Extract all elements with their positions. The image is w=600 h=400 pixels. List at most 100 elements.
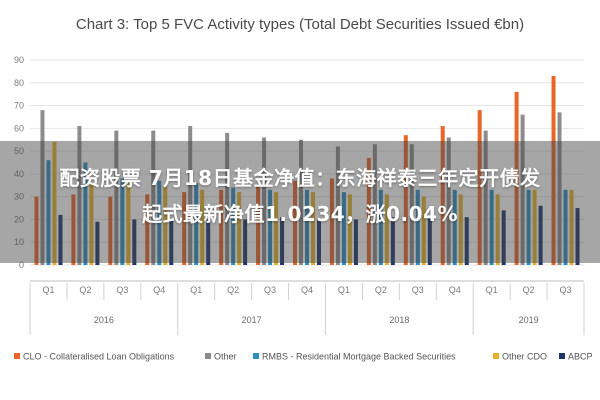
- bar-other: [446, 137, 451, 265]
- x-tick-label: Q4: [301, 285, 313, 295]
- bar-clo: [145, 194, 150, 265]
- bar-other: [409, 144, 414, 265]
- bar-abcp: [169, 219, 174, 265]
- legend-swatch: [559, 353, 565, 359]
- x-tick-label: Q2: [523, 285, 535, 295]
- x-tick-label: Q1: [42, 285, 54, 295]
- bar-clo: [514, 91, 519, 265]
- y-tick-label: 10: [14, 237, 24, 247]
- bar-abcp: [427, 217, 432, 265]
- bar-other: [532, 189, 537, 265]
- bar-other: [274, 192, 279, 265]
- bar-other: [421, 196, 426, 265]
- y-tick-label: 70: [14, 101, 24, 111]
- bar-rmbs: [157, 180, 162, 265]
- bar-rmbs: [46, 160, 51, 265]
- legend-swatch: [253, 353, 259, 359]
- x-tick-label: Q1: [190, 285, 202, 295]
- legend-swatch: [205, 353, 211, 359]
- bar-other: [335, 146, 340, 265]
- bar-clo: [34, 196, 39, 265]
- chart-title: Chart 3: Top 5 FVC Activity types (Total…: [76, 16, 524, 33]
- bar-clo: [219, 189, 224, 265]
- bar-clo: [293, 180, 297, 265]
- bar-abcp: [575, 208, 580, 265]
- bar-other: [372, 144, 377, 265]
- x-tick-label: Q2: [227, 285, 239, 295]
- bar-other: [126, 183, 131, 265]
- bar-other: [569, 189, 574, 265]
- bar-clo: [256, 185, 261, 265]
- bar-other: [52, 142, 57, 265]
- legend-label: Other: [214, 352, 237, 362]
- bar-other: [163, 185, 168, 265]
- bar-other: [384, 194, 389, 265]
- bar-clo: [329, 178, 334, 265]
- bar-abcp: [317, 219, 321, 265]
- bar-rmbs: [194, 183, 199, 265]
- y-tick-label: 50: [14, 146, 24, 156]
- bar-other: [299, 139, 303, 265]
- bar-rmbs: [268, 189, 273, 265]
- y-tick-label: 20: [14, 214, 24, 224]
- bar-rmbs: [231, 187, 236, 265]
- year-label: 2017: [242, 315, 262, 325]
- bar-other: [483, 130, 488, 265]
- bar-clo: [440, 126, 445, 265]
- y-tick-label: 80: [14, 78, 24, 88]
- bar-rmbs: [452, 189, 457, 265]
- banner-overlay: [0, 141, 600, 263]
- bar-clo: [551, 75, 556, 265]
- legend-label: ABCP: [568, 352, 593, 362]
- bar-other: [89, 183, 94, 265]
- x-tick-label: Q1: [338, 285, 350, 295]
- y-tick-label: 90: [14, 55, 24, 65]
- bar-other: [520, 114, 525, 266]
- bar-rmbs: [305, 189, 309, 265]
- bar-abcp: [132, 219, 137, 265]
- y-tick-label: 30: [14, 192, 24, 202]
- bar-abcp: [390, 217, 395, 265]
- bar-rmbs: [415, 189, 420, 265]
- x-tick-label: Q2: [79, 285, 91, 295]
- bar-clo: [108, 196, 113, 265]
- bar-other: [225, 132, 230, 265]
- x-tick-label: Q3: [116, 285, 128, 295]
- y-axis: 0 10 20 30 40 50 60 70 80 90: [14, 55, 24, 270]
- y-tick-label: 0: [19, 260, 24, 270]
- bar-other: [114, 130, 119, 265]
- bar-rmbs: [120, 178, 125, 265]
- x-tick-label: Q3: [412, 285, 424, 295]
- bar-other: [200, 189, 205, 265]
- bar-abcp: [243, 219, 248, 265]
- x-tick-label: Q3: [264, 285, 276, 295]
- bar-rmbs: [563, 189, 568, 265]
- banner-text: 配资股票 7月18日基金净值：东海祥泰三年定开债发 起式最新净值1.0234，涨…: [0, 160, 600, 232]
- legend: CLO - Collateralised Loan Obligations Oth…: [14, 352, 593, 362]
- bar-abcp: [353, 219, 358, 265]
- bar-clo: [71, 194, 76, 265]
- bar-clo: [477, 110, 482, 265]
- bar-rmbs: [83, 162, 88, 265]
- bar-other: [77, 126, 82, 265]
- year-label: 2019: [519, 315, 539, 325]
- legend-label: Other CDO: [502, 352, 547, 362]
- bar-clo: [182, 192, 187, 265]
- bar-other: [237, 192, 242, 265]
- bar-abcp: [95, 221, 100, 265]
- legend-swatch: [14, 353, 20, 359]
- bar-other: [458, 194, 463, 265]
- bar-abcp: [280, 217, 285, 265]
- y-tick-label: 40: [14, 169, 24, 179]
- x-tick-label: Q4: [153, 285, 165, 295]
- bar-other: [557, 112, 562, 265]
- bar-other: [311, 192, 315, 265]
- bar-other: [40, 110, 45, 265]
- bar-rmbs: [526, 189, 531, 265]
- bar-rmbs: [489, 189, 494, 265]
- legend-swatch: [493, 353, 499, 359]
- x-axis: Q1 Q2 Q3 Q4 Q1 Q2 Q3 Q4 Q1 Q2 Q3 Q4 Q1 Q2 Q3 2016 2017 20…: [29, 280, 585, 335]
- x-tick-label: Q2: [375, 285, 387, 295]
- bar-abcp: [206, 219, 211, 265]
